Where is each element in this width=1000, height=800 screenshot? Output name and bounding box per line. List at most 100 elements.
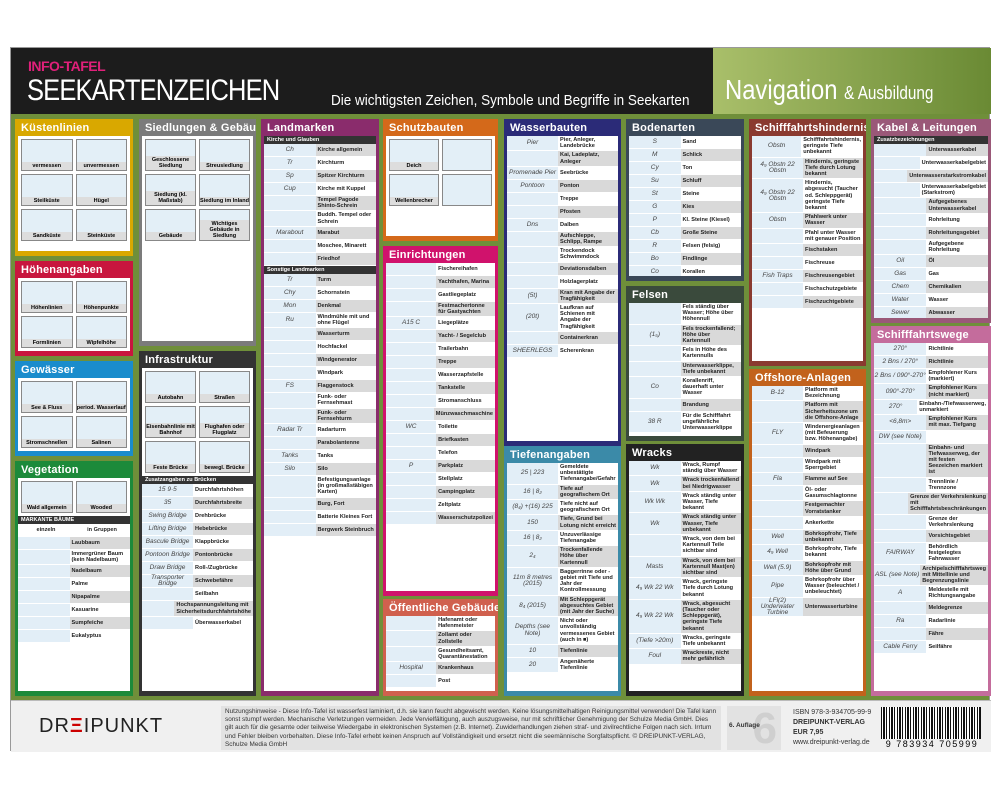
legend-label: Nipapalme bbox=[69, 591, 130, 604]
legend-symbol bbox=[874, 170, 908, 182]
legend-row: Ankerkette bbox=[752, 516, 863, 530]
legend-symbol: Wk bbox=[629, 476, 681, 491]
legend-row: Hafenamt oder Hafenmeister bbox=[386, 616, 495, 632]
legend-symbol bbox=[752, 228, 804, 244]
legend-row: Post bbox=[386, 675, 495, 689]
legend-label: Gastliegeplatz bbox=[436, 289, 495, 301]
legend-label: Wrack, von dem bei Kartennull Mast(en) s… bbox=[680, 556, 741, 578]
legend-symbol bbox=[264, 523, 316, 536]
legend-label: Korallen bbox=[680, 266, 741, 276]
legend-row: Wk Wk Wrack ständig unter Wasser, Tiefe b… bbox=[629, 491, 741, 514]
legend-row: Wasserzapfstelle bbox=[386, 369, 495, 383]
legend-label: Post bbox=[436, 675, 495, 688]
legend-row: Treppe bbox=[507, 192, 618, 206]
legend-symbol: Ra bbox=[874, 614, 927, 627]
legend-row: 090°-270° Empfohlener Kurs (nicht markier… bbox=[874, 384, 988, 400]
legend-row: 270° Einbahn-/Tiefwasserweg, unmarkiert bbox=[874, 399, 988, 416]
legend-label: Aufgegebenes Unterwasserkabel bbox=[926, 198, 988, 213]
legend-label: Fels trockenfallend; Höhe über Kartennul… bbox=[680, 324, 741, 346]
legend-label bbox=[926, 430, 988, 443]
legend-symbol bbox=[386, 343, 437, 356]
panel-bodenarten: Bodenarten S Sand M Schlick Cy Ton Su Schluff St S… bbox=[626, 119, 744, 281]
legend-label: Toilette bbox=[436, 421, 495, 434]
section-body: Wald allgemein Wooded MARKANTE BÄUME einzel… bbox=[18, 478, 130, 691]
legend-label: Windpark bbox=[315, 367, 376, 380]
publisher-logo: DRΞIPUNKT bbox=[39, 715, 164, 737]
legend-row: Ru Windmühle mit und ohne Flügel bbox=[264, 312, 376, 329]
legend-symbol: FLY bbox=[752, 423, 804, 444]
legend-label: Hindernis, abgesucht (Taucher od. Schlep… bbox=[803, 179, 863, 213]
legend-label: Schornstein bbox=[315, 286, 376, 299]
legend-label: Findlinge bbox=[680, 253, 741, 265]
legend-row: Obstn Schifffahrtshindernis, geringste Ti… bbox=[752, 136, 863, 158]
legend-label: Windpark mit Sperrgebiet bbox=[803, 457, 863, 473]
legend-symbol: LFl(2) Underwater Turbine bbox=[752, 597, 804, 617]
legend-label: Nicht oder unvollständig vermessenes Geb… bbox=[558, 617, 618, 645]
legend-row: B-12 Platform mit Bezeichnung bbox=[752, 386, 863, 402]
legend-row: Fla Flamme auf See bbox=[752, 473, 863, 487]
legend-symbol: 4₉ Well bbox=[752, 545, 804, 560]
legend-symbol: <6,8m> bbox=[874, 415, 927, 430]
usage-notice: Nutzungshinweise - Diese Info-Tafel ist … bbox=[221, 706, 721, 750]
series-banner: Navigation & Ausbildung bbox=[713, 48, 991, 114]
legend-label: Platform mit Bezeichnung bbox=[803, 386, 863, 401]
symbol-caption: Steilküste bbox=[22, 197, 72, 205]
legend-row: Pfosten bbox=[507, 205, 618, 219]
legend-symbol: Co bbox=[629, 266, 681, 276]
legend-symbol: Cable Ferry bbox=[874, 640, 927, 653]
symbol-caption: Wellenbrecher bbox=[390, 197, 438, 205]
legend-symbol: Draw Bridge bbox=[142, 562, 194, 574]
legend-symbol: Obstn bbox=[752, 213, 804, 228]
legend-label: Trennlinie / Trennzone bbox=[926, 477, 988, 493]
symbol-caption: Geschlossene Siedlung bbox=[146, 156, 195, 170]
legend-symbol: 150 bbox=[507, 515, 559, 530]
legend-row: 16 | 8₂ Tiefe auf geografischem Ort bbox=[507, 484, 618, 501]
legend-symbol bbox=[386, 631, 437, 646]
info-tafel-poster: INFO-TAFEL SEEKARTENZEICHEN Die wichtigs… bbox=[10, 47, 991, 753]
legend-symbol bbox=[752, 296, 804, 309]
legend-symbol bbox=[386, 447, 437, 460]
subsection-columns: einzeln in Gruppen bbox=[18, 524, 130, 537]
legend-symbol bbox=[264, 341, 316, 354]
legend-row: (5t) Kran mit Angabe der Tragfähigkeit bbox=[507, 288, 618, 305]
legend-label: Durchfahrtshöhen bbox=[193, 484, 253, 496]
legend-row: Festgemachter Vorratstanker bbox=[752, 501, 863, 517]
legend-row: A15 C Liegeplätze bbox=[386, 317, 495, 331]
legend-row: Fähre bbox=[874, 627, 988, 641]
publisher: DREIPUNKT-VERLAG bbox=[793, 719, 865, 726]
legend-row: Pfahl unter Wasser mit genauer Position bbox=[752, 228, 863, 245]
legend-label: Tanks bbox=[315, 450, 376, 463]
symbol-cell: Steilküste bbox=[21, 174, 73, 206]
legend-row: Batterie Kleines Fort bbox=[264, 510, 376, 524]
legend-row: M Schlick bbox=[629, 149, 741, 162]
kicker: INFO-TAFEL bbox=[28, 58, 106, 74]
legend-symbol: Bascule Bridge bbox=[142, 536, 194, 548]
section-body: Hafenamt oder Hafenmeister Zollamt oder Z… bbox=[386, 616, 495, 691]
legend-label: Laubbaum bbox=[69, 537, 130, 549]
legend-row: Ra Radarlinie bbox=[874, 614, 988, 628]
legend-label: Fischereihafen bbox=[436, 263, 495, 275]
section-body: See & Fluss period. Wasserlauf Stromschnel… bbox=[18, 378, 130, 451]
legend-label: Hochfackel bbox=[315, 341, 376, 354]
legend-symbol bbox=[142, 616, 194, 629]
barcode-number: 9 783934 705999 bbox=[877, 739, 987, 749]
series-subtitle: & Ausbildung bbox=[844, 83, 934, 103]
legend-symbol: Water bbox=[874, 294, 927, 307]
legend-symbol bbox=[264, 367, 316, 380]
section-title: Höhenangaben bbox=[21, 264, 103, 276]
legend-row: Ch Kirche allgemein bbox=[264, 144, 376, 157]
column-header: in Gruppen bbox=[74, 524, 130, 536]
legend-label: Burg, Fort bbox=[315, 497, 376, 510]
legend-row: Yacht- / Segelclub bbox=[386, 330, 495, 344]
legend-row: LFl(2) Underwater Turbine Unterwasserturb… bbox=[752, 597, 863, 618]
legend-symbol: Foul bbox=[629, 649, 681, 664]
legend-symbol: SHEERLEGS bbox=[507, 344, 559, 357]
legend-symbol: Marabout bbox=[264, 226, 316, 239]
legend-symbol bbox=[18, 578, 70, 591]
legend-row: Containerkran bbox=[507, 331, 618, 345]
legend-label: Flaggenstock bbox=[315, 380, 376, 393]
legend-symbol bbox=[507, 331, 559, 344]
legend-row: Pontoon Ponton bbox=[507, 179, 618, 193]
legend-symbol: Co bbox=[629, 377, 681, 398]
legend-row: Wasserturm bbox=[264, 328, 376, 342]
